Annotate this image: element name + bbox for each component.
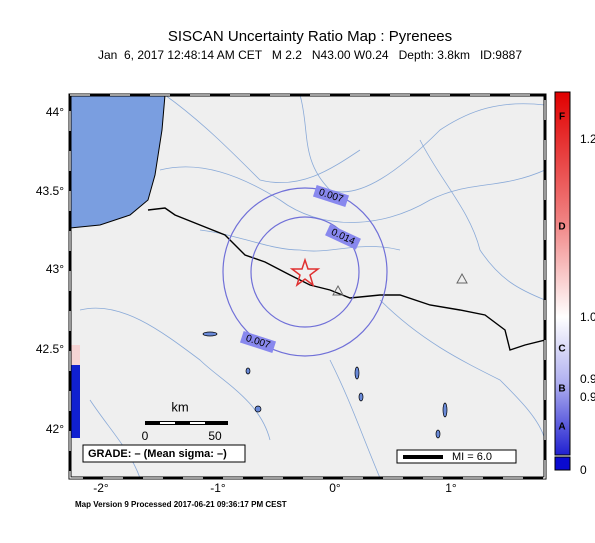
lon-label: 0° <box>329 481 341 495</box>
map-layer <box>70 95 545 478</box>
lat-label: 43° <box>46 262 64 276</box>
intensity-legend: MI = 6.0 <box>452 451 492 463</box>
scale-start: 0 <box>142 429 149 443</box>
contour <box>250 216 360 328</box>
grade-box <box>82 444 246 463</box>
ocean <box>70 95 166 229</box>
map-frame-ticks <box>69 94 546 479</box>
colorbar <box>554 91 571 456</box>
contour-label-box <box>325 224 361 250</box>
lat-label: 44° <box>46 105 64 119</box>
scale-bar <box>145 421 228 425</box>
grade-letter: A <box>558 422 565 433</box>
colorbar-value: 1.0 <box>580 310 595 324</box>
title: SISCAN Uncertainty Ratio Map : Pyrenees <box>168 28 452 45</box>
colorbar-value: 0.9 <box>580 390 595 404</box>
lon-label: -2° <box>93 481 109 495</box>
contour-label-box <box>312 185 350 207</box>
subtitle: Jan 6, 2017 12:48:14 AM CET M 2.2 N43.00… <box>98 48 522 62</box>
colorbar-value: 0 <box>580 463 587 477</box>
grade-letter: B <box>558 384 565 395</box>
lon-label: 1° <box>445 481 457 495</box>
scale-unit: km <box>171 399 188 414</box>
colorbar-min <box>554 456 571 471</box>
legend-line <box>403 455 443 459</box>
edge-color <box>70 365 80 438</box>
scale-bar <box>160 422 175 424</box>
rivers <box>79 95 545 478</box>
border <box>147 207 545 351</box>
lat-label: 43.5° <box>36 184 64 198</box>
footer: Map Version 9 Processed 2017-06-21 09:36… <box>75 500 287 509</box>
epicenter <box>289 257 321 287</box>
edge-color <box>70 345 80 365</box>
contour-label-box <box>239 331 277 353</box>
grade-letter: D <box>558 222 565 233</box>
legend-box <box>396 449 517 464</box>
scale-bar <box>190 422 205 424</box>
contour <box>222 187 388 357</box>
colorbar-value: 1.2 <box>580 132 595 146</box>
scale-end: 50 <box>208 429 222 443</box>
station <box>332 284 344 296</box>
lon-label: -1° <box>210 481 226 495</box>
lat-label: 42° <box>46 422 64 436</box>
grade: GRADE: – (Mean sigma: –) <box>88 448 227 460</box>
lat-label: 42.5° <box>36 342 64 356</box>
colorbar-value: 0.9 <box>580 372 595 386</box>
lakes <box>202 331 448 439</box>
grade-letter: F <box>559 112 565 123</box>
station <box>456 272 468 284</box>
grade-letter: C <box>558 344 565 355</box>
